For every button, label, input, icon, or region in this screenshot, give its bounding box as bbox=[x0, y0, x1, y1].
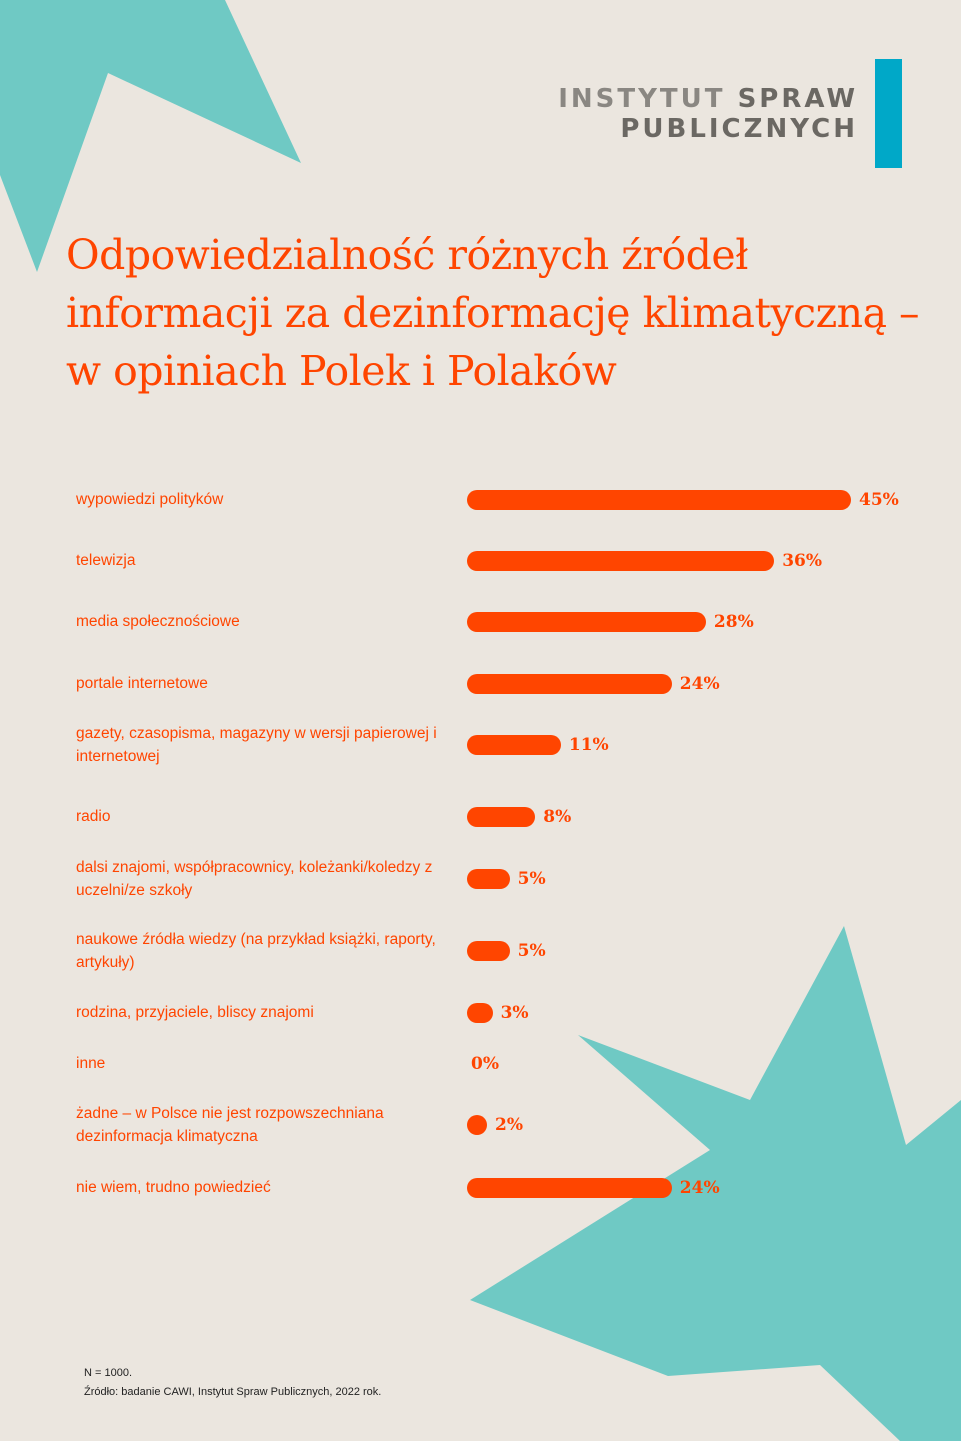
value-label: 45% bbox=[859, 490, 899, 510]
value-label: 36% bbox=[782, 551, 822, 571]
value-label: 11% bbox=[568, 735, 609, 755]
bar bbox=[467, 612, 706, 632]
category-label: nie wiem, trudno powiedzieć bbox=[76, 1179, 271, 1196]
category-label: telewizja bbox=[76, 552, 136, 569]
category-label: wypowiedzi polityków bbox=[76, 491, 224, 508]
brand-accent-bar bbox=[875, 59, 902, 168]
bar bbox=[467, 869, 510, 889]
category-label: media społecznościowe bbox=[76, 613, 240, 630]
value-label: 3% bbox=[500, 1003, 529, 1023]
category-label: gazety, czasopisma, magazyny w wersji pa… bbox=[76, 725, 437, 765]
bar bbox=[467, 941, 510, 961]
brand-logo: INSTYTUT SPRAW PUBLICZNYCH bbox=[558, 84, 858, 144]
bar bbox=[467, 1003, 493, 1023]
brand-line1b: SPRAW bbox=[737, 84, 858, 114]
bottom-right-star-shape bbox=[470, 926, 961, 1441]
value-label: 24% bbox=[679, 674, 720, 694]
bar bbox=[467, 1178, 672, 1198]
bar bbox=[467, 551, 775, 571]
value-label: 24% bbox=[679, 1178, 720, 1198]
sample-note: N = 1000. bbox=[84, 1367, 133, 1379]
source-note: Źródło: badanie CAWI, Instytut Spraw Pub… bbox=[84, 1386, 382, 1398]
bar bbox=[467, 807, 536, 827]
top-left-star-shape bbox=[0, 0, 301, 272]
value-label: 28% bbox=[713, 612, 754, 632]
bar bbox=[467, 490, 851, 510]
category-label: żadne – w Polsce nie jest rozpowszechnia… bbox=[76, 1105, 384, 1145]
chart-title: Odpowiedzialność różnych źródeł informac… bbox=[66, 231, 920, 395]
bar bbox=[467, 735, 561, 755]
value-label: 2% bbox=[495, 1115, 523, 1135]
category-label: portale internetowe bbox=[76, 675, 208, 692]
brand-line2: PUBLICZNYCH bbox=[620, 114, 858, 144]
value-label: 8% bbox=[543, 807, 572, 827]
brand-line1a: INSTYTUT bbox=[558, 84, 726, 114]
category-label: radio bbox=[76, 808, 111, 825]
category-label: inne bbox=[76, 1055, 106, 1072]
category-label: naukowe źródła wiedzy (na przykład książ… bbox=[76, 931, 436, 971]
category-label: dalsi znajomi, współpracownicy, koleżank… bbox=[76, 859, 433, 899]
category-label: rodzina, przyjaciele, bliscy znajomi bbox=[76, 1004, 314, 1021]
value-label: 5% bbox=[517, 941, 546, 961]
bar bbox=[467, 674, 672, 694]
value-label: 5% bbox=[517, 869, 546, 889]
bar bbox=[467, 1115, 487, 1135]
value-label: 0% bbox=[471, 1054, 499, 1074]
